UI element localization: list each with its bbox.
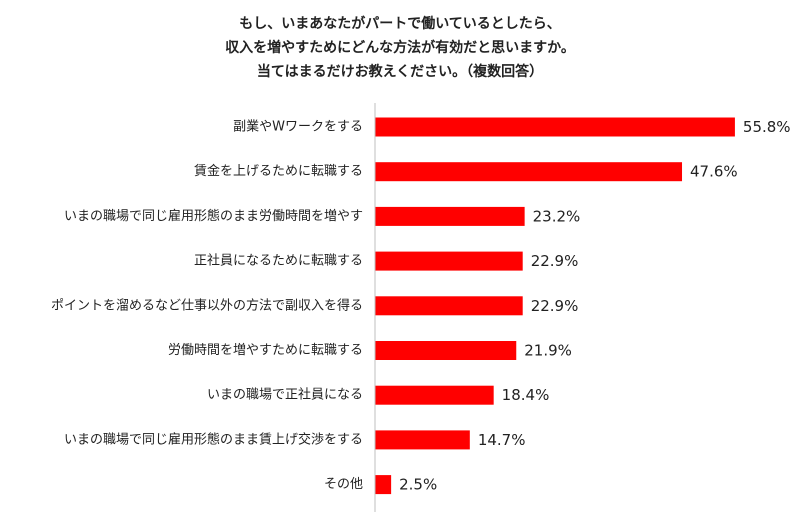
value-label: 22.9% bbox=[531, 297, 579, 315]
value-label: 55.8% bbox=[743, 118, 791, 136]
chart-title-line-3: 当てはまるだけお教えください。（複数回答） bbox=[256, 64, 544, 80]
value-label: 18.4% bbox=[502, 386, 550, 404]
value-label: 47.6% bbox=[690, 163, 738, 181]
bar bbox=[375, 206, 525, 226]
category-label: その他 bbox=[324, 477, 363, 492]
bar bbox=[375, 341, 517, 360]
value-label: 2.5% bbox=[399, 476, 437, 494]
category-label: 正社員になるために転職する bbox=[194, 253, 363, 269]
bar bbox=[375, 117, 735, 137]
value-label: 14.7% bbox=[478, 431, 526, 449]
bar bbox=[375, 162, 683, 182]
bar bbox=[375, 430, 470, 450]
category-label: 副業やWワークをする bbox=[233, 119, 363, 135]
chart-title-line-1: もし、いまあなたがパートで働いているとしたら、 bbox=[239, 16, 561, 32]
bar bbox=[375, 296, 523, 316]
category-label: いまの職場で同じ雇用形態のまま労働時間を増やす bbox=[64, 208, 363, 224]
category-label: 労働時間を増やすために転職する bbox=[168, 343, 363, 358]
bar bbox=[375, 385, 494, 405]
category-label: ポイントを溜めるなど仕事以外の方法で副収入を得る bbox=[51, 297, 363, 313]
chart-title: もし、いまあなたがパートで働いているとしたら、 収入を増やすためにどんな方法が有… bbox=[0, 12, 800, 84]
value-label: 21.9% bbox=[524, 342, 572, 360]
bar bbox=[375, 475, 392, 495]
category-label: 賃金を上げるために転職する bbox=[194, 163, 363, 179]
category-label: いまの職場で同じ雇用形態のまま賃上げ交渉をする bbox=[64, 431, 363, 447]
chart-title-line-2: 収入を増やすためにどんな方法が有効だと思いますか。 bbox=[225, 40, 575, 56]
value-label: 23.2% bbox=[533, 207, 581, 225]
value-label: 22.9% bbox=[531, 252, 579, 270]
bar bbox=[375, 251, 523, 271]
category-label: いまの職場で正社員になる bbox=[207, 387, 363, 403]
